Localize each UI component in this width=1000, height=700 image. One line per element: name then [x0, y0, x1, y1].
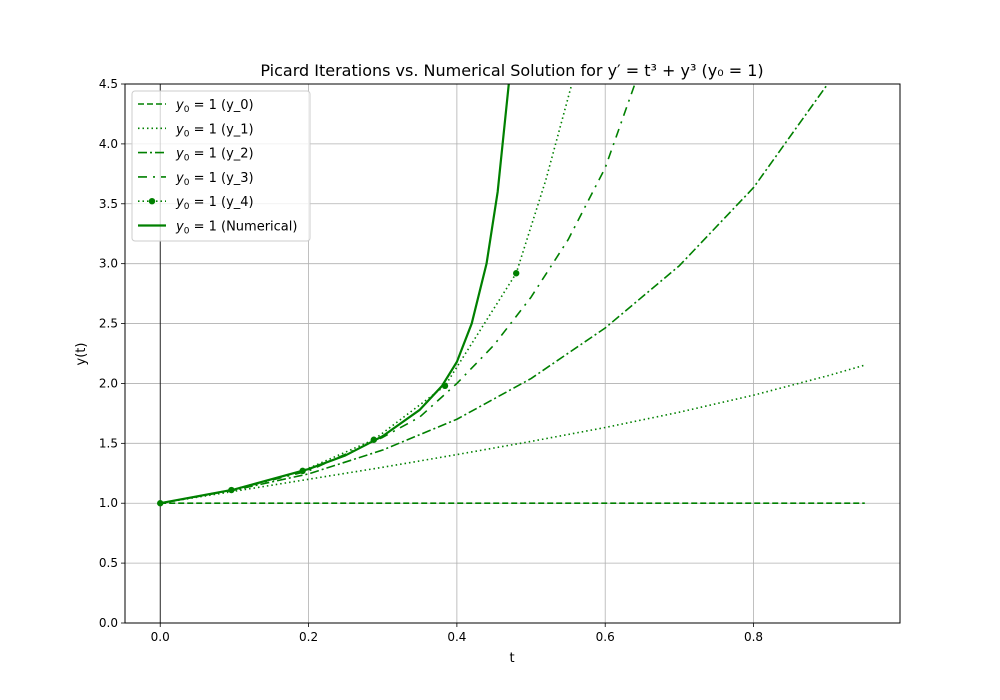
- legend-label: y0 = 1 (y_3): [175, 171, 254, 188]
- plot-frame: [124, 83, 901, 624]
- x-tick-label: 0.8: [744, 630, 763, 644]
- legend-marker: [148, 198, 156, 205]
- x-tick-label: 0.0: [151, 630, 170, 644]
- legend-label: y0 = 1 (y_4): [175, 195, 254, 212]
- y-tick-label: 1.0: [99, 496, 118, 510]
- series-marker: [157, 500, 164, 507]
- series-line-2: [160, 84, 829, 505]
- y-tick-label: 3.5: [99, 197, 118, 211]
- y-axis-label: y(t): [74, 343, 89, 366]
- series-line-5: [160, 84, 510, 505]
- legend-label: y0 = 1 (y_2): [175, 147, 254, 164]
- series-marker: [513, 270, 520, 277]
- y-tick-label: 4.5: [99, 77, 118, 91]
- y-tick-label: 4.0: [99, 137, 118, 151]
- x-tick-label: 0.6: [596, 630, 615, 644]
- legend-label: y0 = 1 (y_1): [175, 122, 254, 139]
- y-ticks: 0.0 0.5 1.0 1.5 2.0 2.5 3.0 3.5 4.0 4.5: [99, 77, 125, 630]
- legend-box: [131, 90, 311, 242]
- legend-label: y0 = 1 (y_0): [175, 98, 254, 115]
- y-tick-label: 0.5: [99, 556, 118, 570]
- x-tick-label: 0.2: [299, 630, 318, 644]
- y-tick-label: 1.5: [99, 436, 118, 450]
- x-axis-label: t: [509, 651, 514, 666]
- y-tick-label: 0.0: [99, 616, 118, 630]
- chart-title: Picard Iterations vs. Numerical Solution…: [260, 61, 763, 80]
- legend: y0 = 1 (y_0) y0 = 1 (y_1) y0 = 1 (y_2) y0 =…: [131, 90, 311, 242]
- x-ticks: 0.0 0.2 0.4 0.6 0.8: [151, 623, 763, 644]
- y-tick-label: 2.5: [99, 317, 118, 331]
- y-tick-label: 3.0: [99, 257, 118, 271]
- series-layer: [157, 84, 865, 507]
- y-tick-label: 2.0: [99, 376, 118, 390]
- series-line-3: [160, 84, 636, 505]
- x-tick-label: 0.4: [447, 630, 466, 644]
- legend-label: y0 = 1 (Numerical): [175, 220, 297, 237]
